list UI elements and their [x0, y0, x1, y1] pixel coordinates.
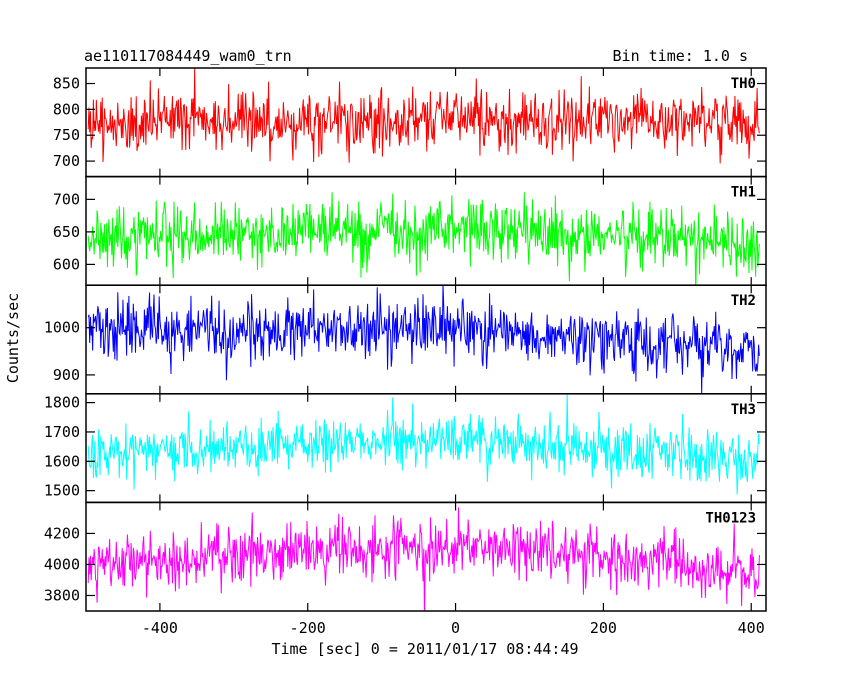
y-tick-label: 600	[53, 255, 80, 273]
series-line-th0123	[87, 507, 760, 611]
y-tick-label: 900	[53, 366, 80, 384]
header-left-label: ae110117084449_wam0_trn	[84, 47, 292, 65]
panel-th0: 700 750 800 850 TH0	[53, 67, 767, 178]
x-tick-label: -400	[142, 619, 178, 637]
y-tick-label: 4200	[44, 524, 80, 542]
x-tick-label: 400	[738, 619, 765, 637]
x-tick-label: -200	[290, 619, 326, 637]
panel-th1: 600 650 700 TH1	[53, 175, 767, 286]
panels-group: 700 750 800 850 TH0 600 650 700 TH1 900 1000 TH2 150…	[44, 67, 767, 612]
y-tick-label: 1700	[44, 423, 80, 441]
panel-label: TH2	[731, 293, 756, 309]
y-tick-label: 800	[53, 100, 80, 118]
y-tick-label: 1500	[44, 482, 80, 500]
y-tick-label: 750	[53, 126, 80, 144]
y-tick-label: 700	[53, 190, 80, 208]
panel-frame	[85, 501, 767, 612]
y-tick-label: 1600	[44, 452, 80, 470]
x-tick-label: 200	[590, 619, 617, 637]
y-tick-label: 3800	[44, 586, 80, 604]
series-line-th2	[87, 285, 760, 394]
panel-label: TH1	[731, 185, 756, 201]
y-tick-label: 1800	[44, 394, 80, 412]
y-tick-label: 1000	[44, 319, 80, 337]
panel-label: TH0	[731, 76, 756, 92]
panel-label: TH0123	[705, 510, 756, 526]
series-line-th0	[87, 68, 760, 164]
x-axis-label: Time [sec] 0 = 2011/01/17 08:44:49	[271, 640, 578, 658]
x-tick-label: 0	[451, 619, 460, 637]
x-axis: -400 -200 0 200 400	[142, 619, 765, 637]
y-tick-label: 700	[53, 152, 80, 170]
panel-th3: 1500 1600 1700 1800 TH3	[44, 393, 767, 504]
y-tick-label: 650	[53, 223, 80, 241]
panel-label: TH3	[731, 402, 756, 418]
y-tick-label: 4000	[44, 555, 80, 573]
series-line-th3	[87, 393, 760, 495]
header-right-label: Bin time: 1.0 s	[613, 47, 748, 65]
y-axis-label: Counts/sec	[4, 293, 22, 383]
y-tick-label: 850	[53, 75, 80, 93]
panel-th2: 900 1000 TH2	[44, 284, 767, 395]
panel-th0123: 3800 4000 4200 TH0123	[44, 501, 767, 612]
series-line-th1	[87, 192, 760, 286]
